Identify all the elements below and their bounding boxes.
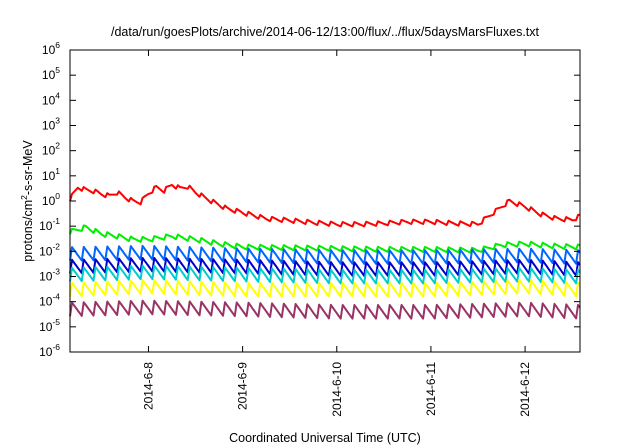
y-axis-label: protons/cm2-s-sr-MeV [19, 140, 35, 262]
x-tick-label: 2014-6-9 [236, 362, 250, 410]
y-tick-label: 10-6 [39, 342, 60, 359]
y-tick-exponent: -5 [52, 317, 60, 327]
series-line-4 [69, 257, 581, 277]
x-tick-label: 2014-6-12 [518, 362, 532, 417]
y-tick-base: 10 [39, 345, 53, 359]
y-tick-base: 10 [39, 295, 53, 309]
y-tick-exponent: -3 [52, 267, 60, 277]
y-tick-label: 10-4 [39, 292, 60, 309]
y-tick-base: 10 [39, 219, 53, 233]
y-tick-label: 103 [42, 116, 60, 133]
y-tick-label: 101 [42, 166, 60, 183]
y-tick-exponent: 3 [55, 116, 60, 126]
y-tick-base: 10 [42, 194, 56, 208]
y-tick-base: 10 [39, 270, 53, 284]
y-axis-label-base: protons/cm [21, 200, 35, 262]
y-tick-exponent: 6 [55, 40, 60, 50]
x-tick-label: 2014-6-10 [330, 362, 344, 417]
y-tick-base: 10 [42, 119, 56, 133]
plot-frame [69, 49, 581, 353]
x-tick-label: 2014-6-8 [141, 362, 155, 410]
series-line-1 [69, 184, 580, 228]
y-tick-label: 10-3 [39, 267, 60, 284]
y-axis: 10-610-510-410-310-210-11001011021031041… [39, 40, 580, 359]
y-tick-exponent: 5 [55, 65, 60, 75]
y-tick-exponent: 0 [55, 191, 60, 201]
y-tick-base: 10 [42, 93, 56, 107]
series-line-7 [69, 299, 581, 320]
x-axis-label: Coordinated Universal Time (UTC) [229, 431, 421, 445]
chart-title: /data/run/goesPlots/archive/2014-06-12/1… [111, 25, 540, 39]
x-tick-label: 2014-6-11 [424, 362, 438, 416]
x-axis: 2014-6-8 2014-6-9 2014-6-10 2014-6-11 2014-6… [141, 50, 532, 417]
y-tick-base: 10 [42, 43, 56, 57]
series-group [69, 184, 581, 320]
y-tick-label: 10-5 [39, 317, 60, 334]
y-tick-base: 10 [42, 68, 56, 82]
y-tick-base: 10 [39, 320, 53, 334]
y-tick-label: 102 [42, 141, 60, 158]
series-line-2 [69, 224, 581, 254]
y-tick-exponent: 2 [55, 141, 60, 151]
y-tick-label: 10-1 [39, 216, 60, 233]
y-tick-label: 105 [42, 65, 60, 82]
series-line-5 [69, 264, 581, 285]
series-line-3 [69, 244, 581, 265]
y-tick-label: 100 [42, 191, 60, 208]
y-tick-exponent: -2 [52, 241, 60, 251]
y-tick-exponent: -6 [52, 342, 60, 352]
y-tick-exponent: 4 [55, 90, 60, 100]
y-tick-base: 10 [39, 244, 53, 258]
y-tick-base: 10 [42, 169, 56, 183]
y-tick-label: 104 [42, 90, 60, 107]
y-tick-exponent: 1 [55, 166, 60, 176]
y-axis-label-suffix: -s-sr-MeV [21, 140, 35, 196]
y-tick-exponent: -4 [52, 292, 60, 302]
y-tick-exponent: -1 [52, 216, 60, 226]
y-tick-base: 10 [42, 144, 56, 158]
y-tick-label: 10-2 [39, 241, 60, 258]
y-axis-label-exponent: 2 [19, 195, 29, 200]
series-line-6 [69, 279, 581, 298]
y-tick-label: 106 [42, 40, 60, 57]
